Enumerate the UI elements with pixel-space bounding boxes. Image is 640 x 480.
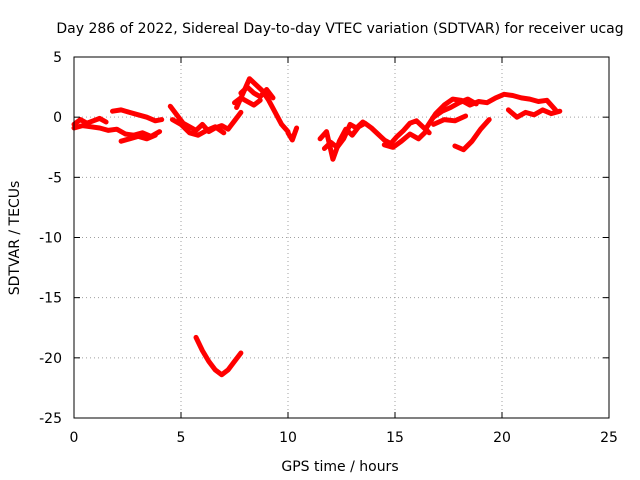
data-series	[71, 76, 563, 378]
x-tick-label: 20	[493, 430, 511, 446]
y-tick-label: 0	[53, 110, 62, 126]
y-tick-label: -5	[48, 170, 62, 186]
series-segment-1	[71, 115, 109, 127]
y-tick-label: -15	[39, 291, 62, 307]
y-tick-label: -10	[39, 231, 62, 247]
series-segment-4	[118, 132, 158, 144]
series-segment-16	[452, 117, 492, 153]
y-tick-label: -20	[39, 351, 62, 367]
grid	[74, 57, 609, 418]
x-axis-label: GPS time / hours	[281, 459, 398, 475]
series-segment-11	[317, 118, 432, 162]
x-tick-label: 25	[600, 430, 618, 446]
chart-title: Day 286 of 2022, Sidereal Day-to-day VTE…	[56, 21, 623, 37]
y-axis-label: SDTVAR / TECUs	[7, 181, 23, 296]
x-tick-label: 15	[386, 430, 404, 446]
x-tick-labels: 0 5 10 15 20 25	[70, 430, 618, 446]
series-segment-10	[285, 125, 300, 143]
axis-ticks	[73, 56, 610, 419]
y-tick-labels: 5 0 -5 -10 -15 -20 -25	[39, 50, 62, 427]
series-segment-8	[238, 84, 276, 101]
series-segment-19	[193, 334, 244, 378]
series-segment-6	[169, 117, 227, 138]
series-segment-14	[424, 91, 558, 130]
x-tick-label: 0	[70, 430, 79, 446]
series-segment-15	[431, 96, 479, 120]
x-tick-label: 5	[177, 430, 186, 446]
series-segment-3	[110, 107, 165, 124]
series-segment-12	[321, 119, 366, 151]
series-segment-2	[71, 123, 163, 139]
y-tick-label: 5	[53, 50, 62, 66]
series-segment-9	[232, 95, 263, 108]
series-segment-5	[167, 103, 244, 135]
x-tick-label: 10	[279, 430, 297, 446]
series-segment-13	[381, 127, 430, 150]
series-segment-18	[505, 107, 563, 120]
y-tick-label: -25	[39, 411, 62, 427]
series-segment-17	[431, 113, 469, 127]
